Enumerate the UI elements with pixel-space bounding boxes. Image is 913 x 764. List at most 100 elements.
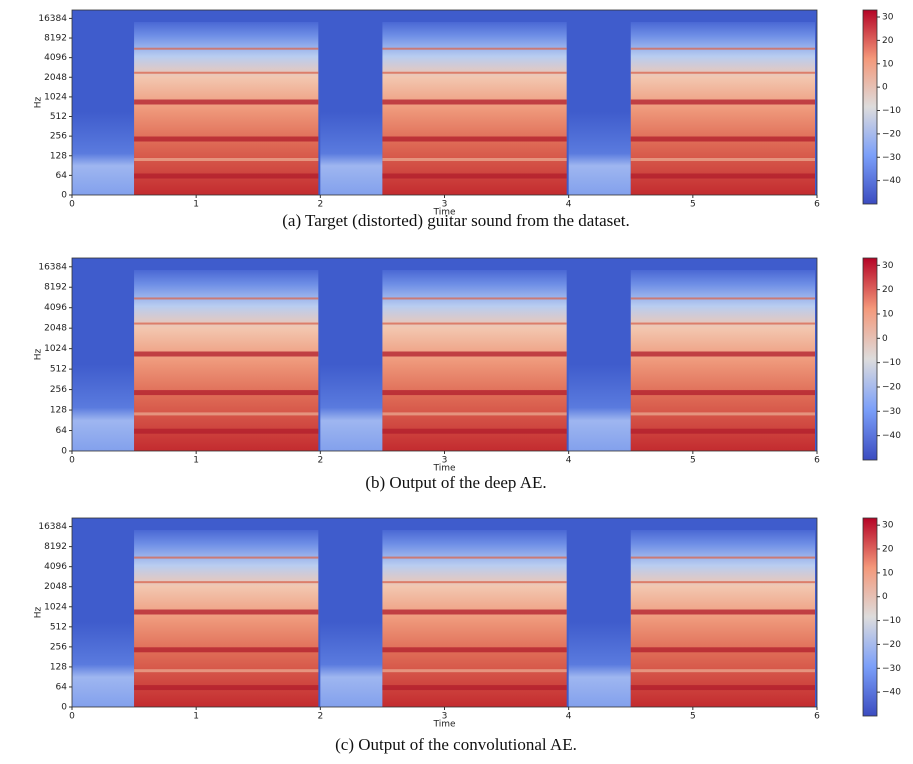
y-tick-label: 256: [50, 385, 67, 395]
harmonic-stripe: [630, 412, 815, 416]
note-texture: [630, 22, 815, 195]
y-tick-label: 64: [56, 171, 68, 181]
x-tick-label: 0: [69, 456, 75, 466]
harmonic-stripe: [134, 581, 319, 584]
harmonic-stripe: [134, 322, 319, 325]
harmonic-stripe: [630, 322, 815, 325]
x-tick-label: 3: [442, 712, 448, 722]
caption: (c) Output of the convolutional AE.: [335, 735, 577, 754]
y-tick-label: 2048: [44, 324, 67, 334]
y-tick-label: 64: [56, 682, 68, 692]
harmonic-stripe: [630, 173, 815, 179]
harmonic-stripe: [134, 297, 319, 300]
colorbar-tick-label: 0: [882, 334, 888, 344]
harmonic-stripe: [134, 390, 319, 396]
y-tick-label: 2048: [44, 582, 67, 592]
harmonic-stripe: [382, 99, 567, 105]
harmonic-stripe: [134, 685, 319, 691]
y-tick-label: 8192: [44, 542, 67, 552]
colorbar-tick-label: −20: [882, 640, 901, 650]
colorbar-tick-label: −40: [882, 688, 901, 698]
y-tick-label: 4096: [44, 562, 67, 572]
colorbar-tick-label: 20: [882, 36, 894, 46]
y-tick-label: 4096: [44, 303, 67, 313]
harmonic-stripe: [134, 669, 319, 673]
gap-texture: [568, 621, 631, 707]
harmonic-stripe: [382, 428, 567, 434]
colorbar-tick-label: 30: [882, 13, 894, 23]
gap-texture: [72, 111, 135, 195]
harmonic-stripe: [134, 158, 319, 161]
gap-texture: [320, 111, 383, 195]
spectrogram-panel: 0 64 128 256 512 1024 2048 4096 8192 16384 0 1 2 3 4 5 6…: [34, 9, 901, 230]
gap-texture: [320, 621, 383, 707]
spectrogram-panel: 0 64 128 256 512 1024 2048 4096 8192 16384 0 1 2 3 4 5 6…: [34, 517, 901, 754]
y-tick-label: 128: [50, 406, 67, 416]
y-tick-label: 0: [61, 191, 67, 201]
harmonic-stripe: [382, 71, 567, 74]
note-texture: [382, 270, 567, 451]
y-tick-label: 2048: [44, 73, 67, 83]
y-tick-label: 128: [50, 662, 67, 672]
y-tick-label: 8192: [44, 283, 67, 293]
y-tick-label: 512: [50, 112, 67, 122]
caption: (b) Output of the deep AE.: [365, 473, 546, 492]
colorbar-tick-label: −10: [882, 358, 901, 368]
colorbar-tick-label: 20: [882, 285, 894, 295]
harmonic-stripe: [382, 351, 567, 357]
y-tick-label: 512: [50, 365, 67, 375]
y-axis-label: Hz: [34, 348, 44, 360]
harmonic-stripe: [630, 685, 815, 691]
colorbar-tick-label: −30: [882, 407, 901, 417]
harmonic-stripe: [630, 297, 815, 300]
note-texture: [630, 270, 815, 451]
note-texture: [134, 270, 319, 451]
y-tick-label: 1024: [44, 344, 67, 354]
x-tick-label: 5: [690, 200, 696, 210]
harmonic-stripe: [630, 47, 815, 50]
gap-texture: [568, 364, 631, 451]
note-texture: [382, 22, 567, 195]
note-texture: [134, 530, 319, 707]
x-tick-label: 3: [442, 456, 448, 466]
x-tick-label: 4: [566, 456, 572, 466]
note-texture: [382, 530, 567, 707]
colorbar-tick-label: −20: [882, 129, 901, 139]
harmonic-stripe: [382, 173, 567, 179]
y-tick-label: 0: [61, 703, 67, 713]
x-tick-label: 4: [566, 200, 572, 210]
colorbar-tick-label: 10: [882, 568, 894, 578]
harmonic-stripe: [630, 609, 815, 615]
harmonic-stripe: [134, 71, 319, 74]
harmonic-stripe: [630, 136, 815, 142]
harmonic-stripe: [630, 556, 815, 559]
x-tick-label: 5: [690, 712, 696, 722]
y-tick-label: 16384: [38, 262, 67, 272]
y-tick-label: 256: [50, 132, 67, 142]
harmonic-stripe: [134, 47, 319, 50]
harmonic-stripe: [630, 158, 815, 161]
x-tick-label: 1: [193, 456, 199, 466]
x-tick-label: 3: [442, 200, 448, 210]
colorbar-tick-label: −30: [882, 153, 901, 163]
harmonic-stripe: [134, 99, 319, 105]
harmonic-stripe: [382, 322, 567, 325]
harmonic-stripe: [382, 412, 567, 416]
harmonic-stripe: [382, 669, 567, 673]
harmonic-stripe: [134, 412, 319, 416]
colorbar-tick-label: 10: [882, 59, 894, 69]
colorbar-tick-label: −10: [882, 616, 901, 626]
x-axis-label: Time: [432, 720, 455, 730]
x-tick-label: 6: [814, 200, 820, 210]
x-tick-label: 2: [317, 200, 323, 210]
colorbar-tick-label: −40: [882, 431, 901, 441]
x-tick-label: 0: [69, 712, 75, 722]
y-tick-label: 16384: [38, 522, 67, 532]
colorbar: [862, 517, 878, 717]
x-tick-label: 4: [566, 712, 572, 722]
colorbar: [862, 9, 878, 205]
y-tick-label: 128: [50, 151, 67, 161]
colorbar-tick-label: −40: [882, 176, 901, 186]
harmonic-stripe: [382, 581, 567, 584]
gap-texture: [72, 621, 135, 707]
